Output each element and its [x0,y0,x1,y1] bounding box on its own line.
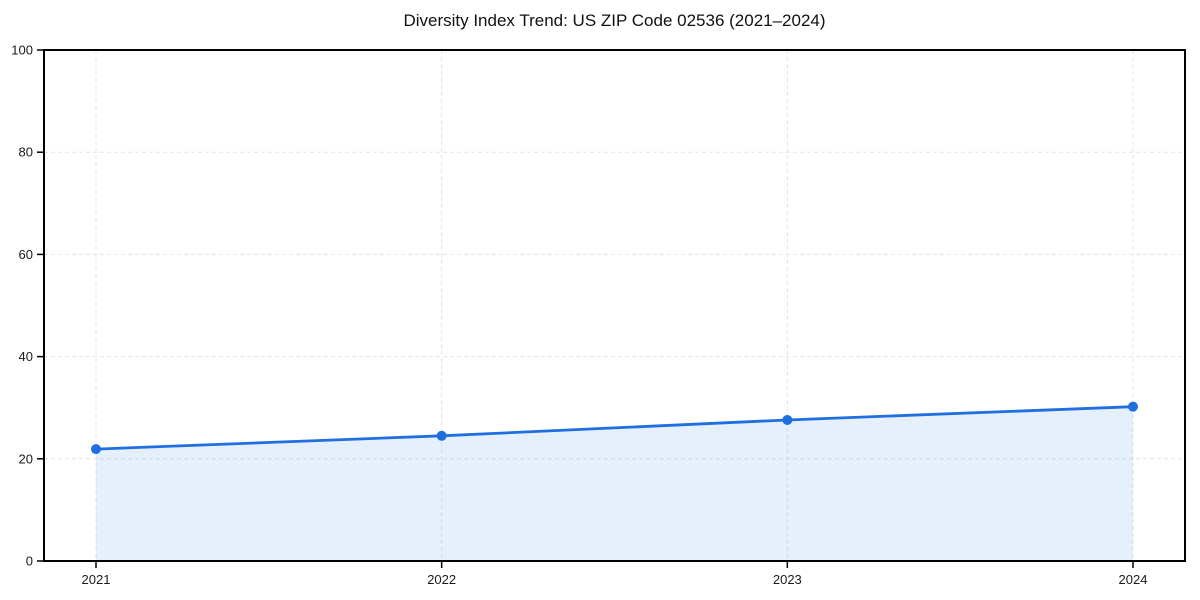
chart-title: Diversity Index Trend: US ZIP Code 02536… [403,11,826,30]
data-point-2023 [782,414,793,425]
y-tick-label: 60 [19,247,33,262]
data-point-2024 [1128,401,1138,412]
x-tick-label: 2022 [427,572,456,587]
y-tick-label: 80 [19,145,33,160]
x-tick-label: 2023 [773,572,802,587]
y-tick-label: 0 [26,554,33,569]
data-point-2022 [436,430,447,441]
y-tick-label: 100 [11,43,33,58]
area-fill [96,406,1133,561]
y-tick-label: 40 [19,349,33,364]
y-tick-label: 20 [19,451,33,466]
plot-border [43,49,1186,562]
x-tick-label: 2024 [1119,572,1148,587]
trend-line [94,405,1135,451]
x-tick-label: 2021 [82,572,111,587]
data-point-2021 [91,444,101,455]
